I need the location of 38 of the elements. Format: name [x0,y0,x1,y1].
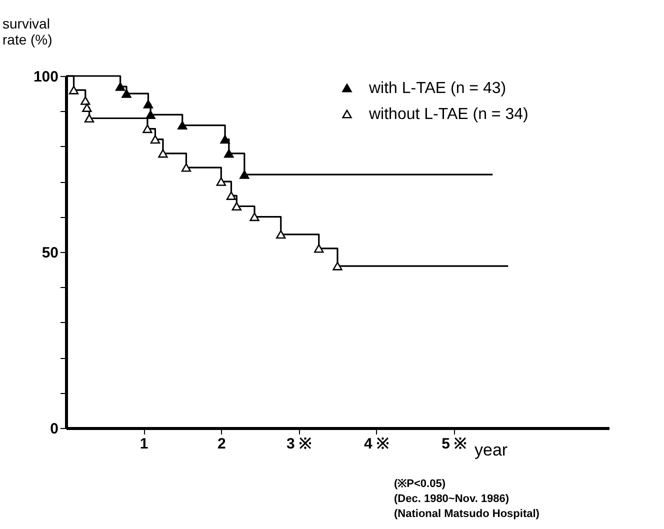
point [226,191,236,200]
point [68,86,79,94]
point [150,135,160,144]
text: (Dec. 1980~Nov. 1986) [394,493,510,505]
x-tick-label: 3 ※ [286,436,312,452]
point [122,89,132,98]
point [115,82,126,91]
x-tick-label: 2 [217,436,226,452]
point [80,96,90,105]
legend-label: without L-TAE (n = 34) [368,106,528,123]
x-tick-label: 5 ※ [442,436,468,452]
point [314,244,324,253]
point [158,149,168,158]
point [84,114,94,123]
point [142,124,152,134]
point [82,103,92,112]
point [332,262,342,270]
point [181,163,192,172]
x-axis-title: year [474,440,508,460]
legend-label: with L-TAE (n = 43) [368,80,506,97]
y-tick-label: 0 [50,420,58,438]
point [276,230,286,239]
point [240,170,250,179]
point [224,149,234,158]
y-tick-label: 100 [33,68,58,86]
point [146,110,156,119]
point [143,100,154,108]
point [178,121,188,130]
y-axis-title: survival rate (%) [2,16,52,48]
point [250,212,260,222]
point [220,135,230,144]
text: (※P<0.05) [394,478,446,490]
x-tick-label: 4 ※ [364,436,390,452]
text: (National Matsudo Hospital) [394,508,540,520]
y-tick-label: 50 [42,244,58,262]
point [216,177,226,186]
x-tick-label: 1 [140,436,148,452]
point [232,202,242,211]
